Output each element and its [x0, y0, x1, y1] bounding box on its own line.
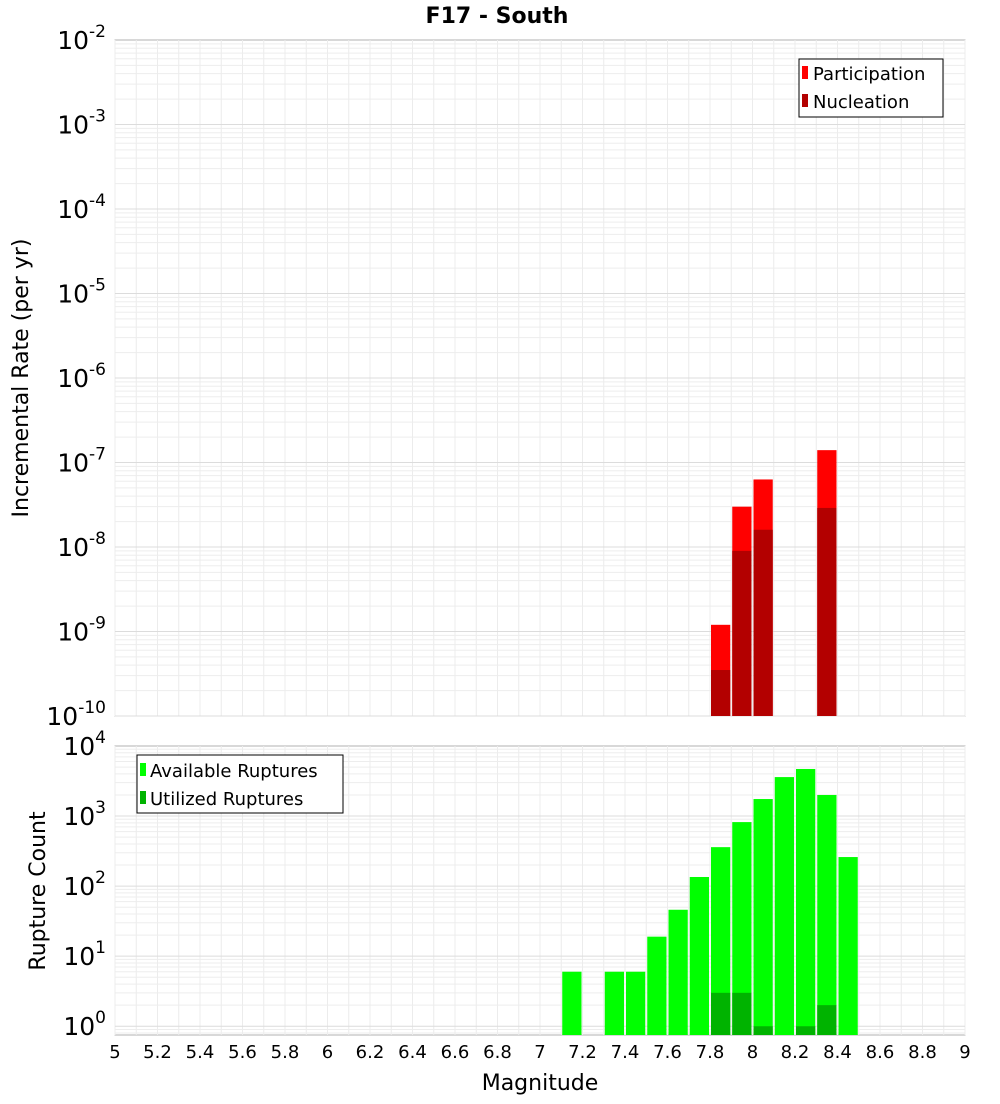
- bar-nucleation: [817, 507, 837, 716]
- x-tick-label: 5.4: [186, 1042, 215, 1063]
- x-tick-label: 8.4: [823, 1042, 852, 1063]
- x-tick-label: 7.2: [568, 1042, 597, 1063]
- bar-nucleation: [711, 670, 731, 716]
- x-tick-label: 6.2: [356, 1042, 385, 1063]
- x-tick-label: 9: [959, 1042, 970, 1063]
- rate-y-tick-label: 10-5: [57, 276, 106, 309]
- x-tick-label: 7.6: [653, 1042, 682, 1063]
- x-tick-label: 6.6: [441, 1042, 470, 1063]
- bar-available-ruptures: [626, 971, 646, 1035]
- x-tick-label: 8.2: [781, 1042, 810, 1063]
- rate-gridlines: [114, 40, 966, 717]
- x-tick-label: 8.8: [908, 1042, 937, 1063]
- chart-title: F17 - South: [426, 4, 569, 29]
- rate-legend: Participation Nucleation: [798, 58, 944, 118]
- bar-available-ruptures: [817, 794, 837, 1035]
- legend-swatch-available-ruptures: [140, 763, 146, 776]
- bar-available-ruptures: [689, 876, 709, 1035]
- x-tick-label: 5.2: [143, 1042, 172, 1063]
- x-tick-label: 8.6: [866, 1042, 895, 1063]
- bar-available-ruptures: [753, 799, 773, 1035]
- bar-available-ruptures: [711, 847, 731, 1035]
- bar-available-ruptures: [604, 971, 624, 1035]
- rate-y-axis-label: Incremental Rate (per yr): [9, 239, 34, 518]
- legend-label-participation: Participation: [813, 64, 925, 85]
- count-y-axis-label: Rupture Count: [26, 811, 51, 971]
- legend-swatch-participation: [802, 66, 808, 79]
- count-panel: 100 101 102 103 104 5 5.2 5.4 5.6 5.8 6 6.2 6.4 6.6 6…: [26, 728, 971, 1096]
- bar-nucleation: [732, 550, 752, 716]
- count-legend-box: [136, 754, 344, 814]
- x-tick-label: 7.8: [696, 1042, 725, 1063]
- bar-nucleation: [753, 529, 773, 716]
- bar-utilized-ruptures: [732, 992, 752, 1035]
- x-tick-label: 6.8: [483, 1042, 512, 1063]
- legend-swatch-nucleation: [802, 94, 808, 107]
- rate-legend-box: [798, 58, 944, 118]
- count-y-tick-label: 101: [63, 938, 106, 971]
- count-y-tick-label: 102: [63, 868, 106, 901]
- x-tick-label: 6.4: [398, 1042, 427, 1063]
- x-tick-label: 7: [534, 1042, 545, 1063]
- rate-y-tick-label: 10-2: [57, 22, 106, 55]
- bar-available-ruptures: [732, 822, 752, 1035]
- rate-bars: [711, 450, 837, 716]
- legend-label-available-ruptures: Available Ruptures: [150, 761, 318, 782]
- rate-y-tick-label: 10-6: [57, 360, 106, 393]
- legend-label-nucleation: Nucleation: [813, 92, 909, 113]
- count-legend: Available Ruptures Utilized Ruptures: [136, 754, 344, 814]
- rate-y-tick-labels: 10-10 10-9 10-8 10-7 10-6 10-5 10-4 10-3 10-2: [46, 22, 106, 731]
- rate-y-tick-label: 10-7: [57, 445, 106, 478]
- count-y-tick-label: 104: [63, 728, 106, 761]
- bar-utilized-ruptures: [796, 1026, 816, 1035]
- rate-y-tick-label: 10-8: [57, 529, 106, 562]
- x-tick-label: 5: [109, 1042, 120, 1063]
- legend-label-utilized-ruptures: Utilized Ruptures: [150, 789, 303, 810]
- x-tick-label: 8: [747, 1042, 758, 1063]
- count-y-tick-label: 100: [63, 1008, 106, 1041]
- rate-y-tick-label: 10-9: [57, 614, 106, 647]
- bar-utilized-ruptures: [711, 992, 731, 1035]
- rate-panel: 10-10 10-9 10-8 10-7 10-6 10-5 10-4 10-3 10-2 In…: [9, 22, 966, 731]
- x-tick-label: 7.4: [611, 1042, 640, 1063]
- rate-y-tick-label: 10-4: [57, 191, 106, 224]
- x-tick-label: 6: [322, 1042, 333, 1063]
- x-axis-label: Magnitude: [482, 1071, 599, 1096]
- count-y-tick-label: 103: [63, 798, 106, 831]
- count-bars: [562, 768, 858, 1035]
- bar-available-ruptures: [668, 909, 688, 1035]
- bar-available-ruptures: [647, 936, 667, 1035]
- bar-utilized-ruptures: [817, 1005, 837, 1035]
- legend-swatch-utilized-ruptures: [140, 791, 146, 804]
- bar-available-ruptures: [838, 857, 858, 1035]
- x-tick-label: 5.8: [271, 1042, 300, 1063]
- bar-available-ruptures: [774, 777, 794, 1035]
- x-tick-label: 5.6: [228, 1042, 257, 1063]
- count-y-tick-labels: 100 101 102 103 104: [63, 728, 106, 1041]
- rate-y-tick-label: 10-10: [46, 698, 106, 731]
- bar-available-ruptures: [796, 768, 816, 1035]
- bar-available-ruptures: [562, 971, 582, 1035]
- rate-y-tick-label: 10-3: [57, 107, 106, 140]
- bar-utilized-ruptures: [753, 1026, 773, 1035]
- x-tick-labels: 5 5.2 5.4 5.6 5.8 6 6.2 6.4 6.6 6.8 7 7.2 7.4 7.6 7.8 8…: [109, 1042, 970, 1063]
